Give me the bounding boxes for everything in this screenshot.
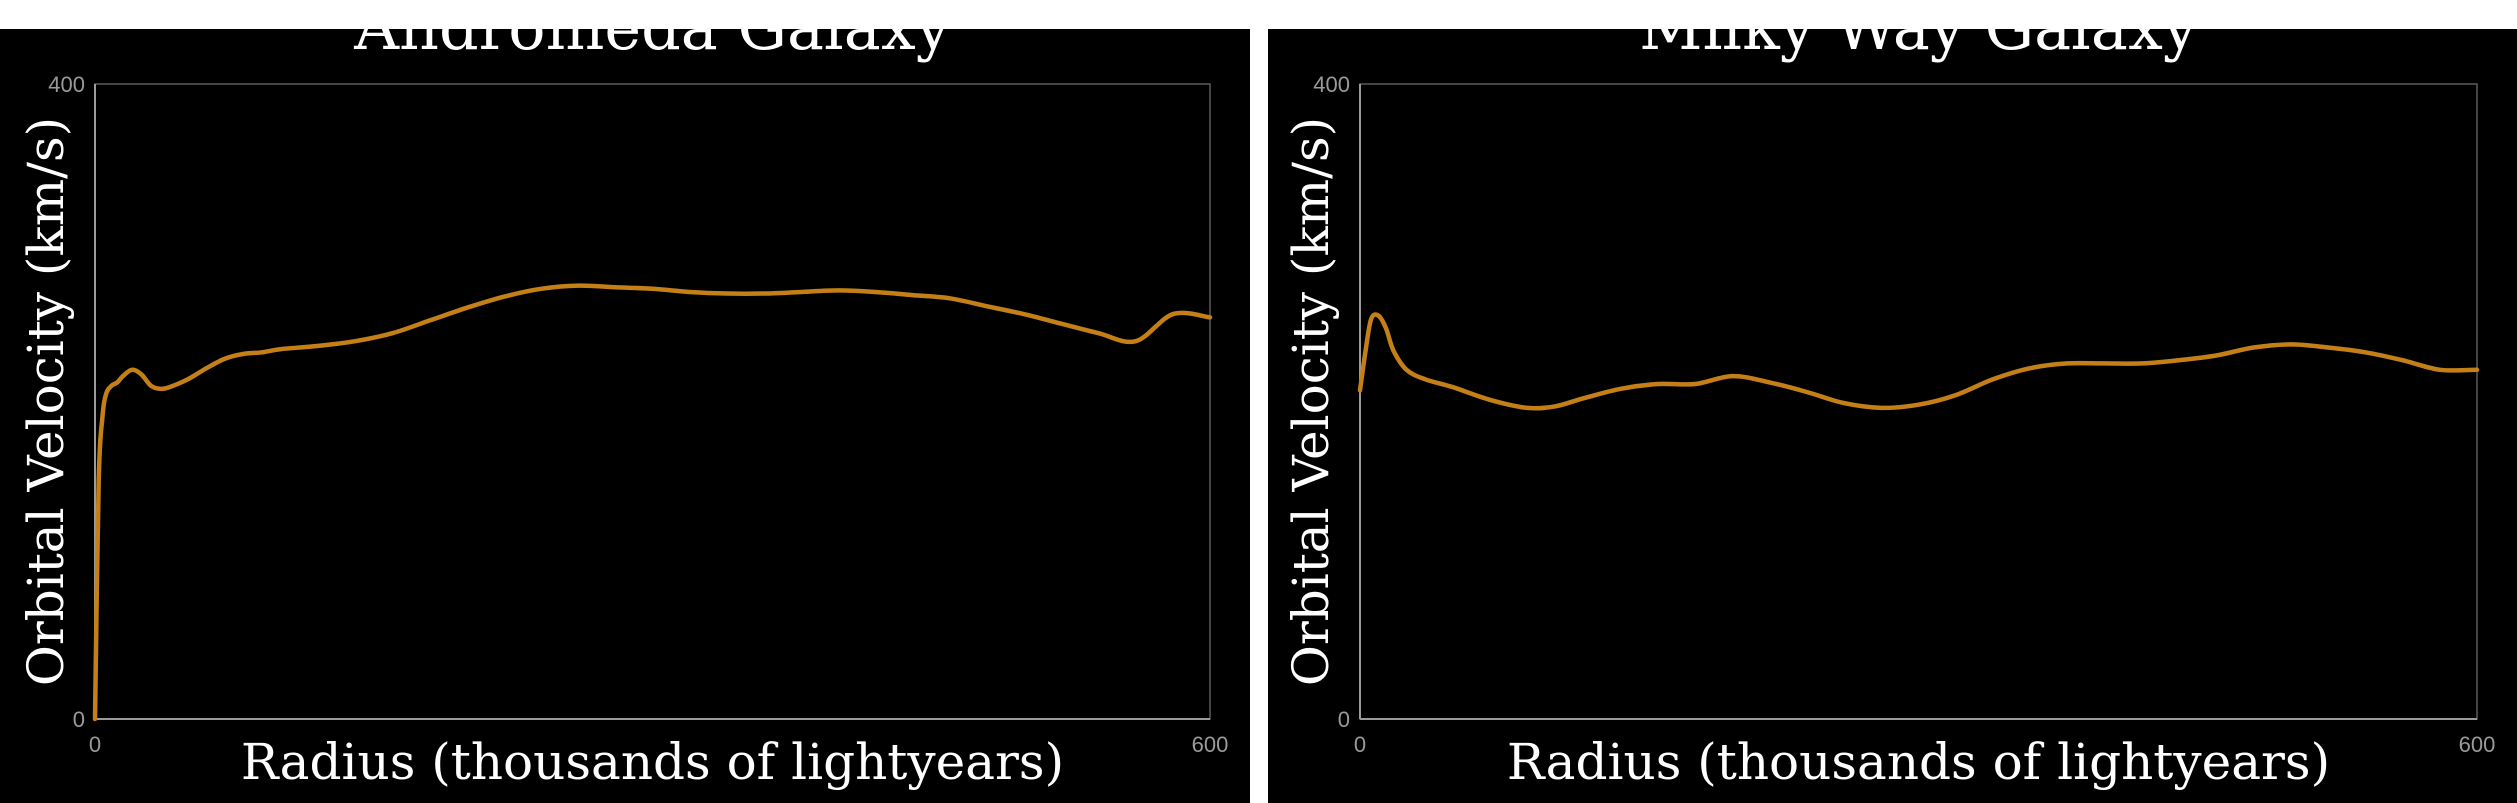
plot-frame bbox=[1359, 83, 2478, 720]
x-axis-label: Radius (thousands of lightyears) bbox=[1507, 733, 2330, 791]
chart-title: Milky Way Galaxy bbox=[1639, 29, 2198, 64]
plot-frame bbox=[94, 83, 1211, 720]
y-tick-label: 0 bbox=[1338, 707, 1350, 732]
x-axis-label: Radius (thousands of lightyears) bbox=[241, 733, 1064, 791]
y-tick-label: 400 bbox=[1313, 72, 1350, 97]
chart-panel-milky-way: Milky Way Galaxy 0 400 0 600 Radius (thousand… bbox=[1268, 29, 2517, 803]
x-tick-label: 600 bbox=[2459, 732, 2496, 757]
y-axis-label: Orbital Velocity (km/s) bbox=[17, 117, 75, 686]
rotation-curve-milky-way bbox=[1357, 312, 2480, 411]
chart-title: Andromeda Galaxy bbox=[353, 29, 950, 64]
y-tick-label: 0 bbox=[73, 707, 85, 732]
chart-milky-way: Milky Way Galaxy 0 400 0 600 Radius (thousand… bbox=[1282, 29, 2496, 791]
rotation-curve-andromeda bbox=[92, 283, 1213, 722]
chart-andromeda: Andromeda Galaxy 0 400 0 600 Radius (thousand… bbox=[17, 29, 1229, 791]
x-tick-label: 600 bbox=[1192, 732, 1229, 757]
x-tick-label: 0 bbox=[89, 732, 101, 757]
y-tick-label: 400 bbox=[48, 72, 85, 97]
y-axis-label: Orbital Velocity (km/s) bbox=[1282, 117, 1340, 686]
x-tick-label: 0 bbox=[1354, 732, 1366, 757]
chart-panel-andromeda: Andromeda Galaxy 0 400 0 600 Radius (thousand… bbox=[0, 29, 1250, 803]
